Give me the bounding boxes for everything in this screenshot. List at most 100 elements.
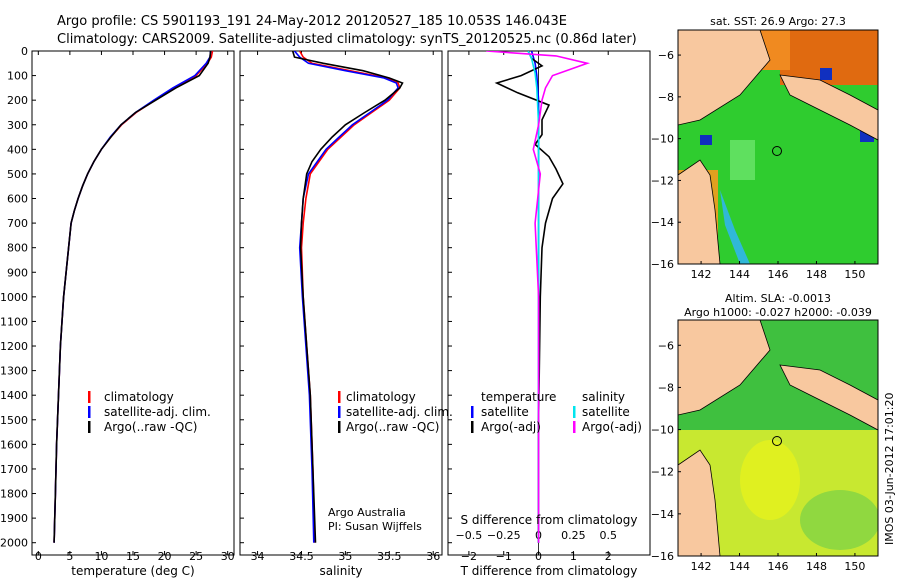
legend-swatch-climatology (338, 391, 341, 403)
legend-label-argo: Argo(..raw -QC) (346, 420, 439, 434)
depth-tick-label: 1300 (0, 365, 28, 378)
x-tick-label: 0 (535, 550, 542, 563)
legend-swatch-argo (338, 421, 341, 433)
depth-tick-label: 1000 (0, 291, 28, 304)
salinity-legend: climatology satellite-adj. clim. Argo(..… (328, 390, 453, 533)
legend-label-temp-argo: Argo(-adj) (481, 420, 541, 434)
depth-tick-label: 200 (7, 94, 28, 107)
depth-tick-label: 600 (7, 193, 28, 206)
x-tick-label: 34 (251, 550, 265, 563)
legend-swatch-sal-argo (573, 421, 576, 433)
sla-land-png-east (779, 364, 878, 431)
legend-label-satellite: satellite-adj. clim. (346, 405, 453, 419)
series-line (53, 51, 212, 543)
map-y-tick-label: −8 (658, 91, 674, 104)
temperature-legend: climatology satellite-adj. clim. Argo(..… (88, 390, 211, 434)
series-line (494, 51, 564, 543)
map-x-tick-label: 142 (691, 268, 712, 281)
legend-swatch-temp-satellite (471, 406, 474, 418)
legend-swatch-sal-satellite (573, 406, 576, 418)
credit-label: IMOS 03-Jun-2012 17:01:20 (883, 392, 896, 545)
depth-tick-label: 900 (7, 266, 28, 279)
sla-map-title: Altim. SLA: -0.0013 (725, 292, 831, 305)
legend-title-temperature: temperature (481, 390, 556, 404)
x-tick-label: 10 (94, 550, 108, 563)
depth-tick-label: 2000 (0, 537, 28, 550)
depth-tick-label: 1500 (0, 414, 28, 427)
map-y-tick-label: −14 (651, 508, 674, 521)
x-tick-label: 34.5 (289, 550, 314, 563)
sla-map-subtitle: Argo h1000: -0.027 h2000: -0.039 (684, 306, 872, 319)
sst-cold-pixel (820, 68, 832, 80)
x-tick-label: 0 (35, 550, 42, 563)
legend-label-satellite: satellite-adj. clim. (104, 405, 211, 419)
depth-axis: 0 100 200 300 400 500 600 700 800 900 1000 1100 1200… (0, 45, 452, 550)
sla-land-png (678, 320, 771, 416)
header-line-2: Climatology: CARS2009. Satellite-adjuste… (57, 32, 637, 47)
salinity-axes-frame (239, 50, 443, 556)
legend-swatch-satellite (88, 406, 91, 418)
map-x-tick-label: 142 (691, 560, 712, 573)
map-x-tick-label: 150 (844, 560, 865, 573)
sst-map (678, 30, 878, 264)
series-line (53, 51, 214, 543)
sla-patch (740, 440, 800, 520)
difference-axes-frame (447, 50, 651, 556)
x-tick-label: −2 (461, 550, 477, 563)
depth-tick-label: 300 (7, 119, 28, 132)
map-y-tick-label: −6 (658, 49, 674, 62)
difference-x-label-t: T difference from climatology (460, 564, 638, 578)
s-tick-label: −0.25 (487, 529, 521, 542)
map-x-tick-label: 146 (768, 560, 789, 573)
map-y-tick-label: −6 (658, 339, 674, 352)
sla-patch (800, 490, 878, 550)
x-tick-label: 15 (126, 550, 140, 563)
sst-reef-channel (720, 190, 750, 264)
series-line (486, 51, 591, 543)
legend-swatch-climatology (88, 391, 91, 403)
sla-map-axes: 142 144 146 148 150 −6 −8 −10 −12 −14 −16 (651, 339, 866, 573)
map-y-tick-label: −14 (651, 216, 674, 229)
temperature-x-axis: 0 5 10 15 20 25 30 (35, 51, 235, 563)
difference-legend: temperature satellite Argo(-adj) salinit… (471, 390, 642, 434)
map-y-tick-label: −10 (651, 133, 674, 146)
depth-tick-label: 700 (7, 217, 28, 230)
series-line (530, 51, 540, 543)
salinity-annotation-line-1: Argo Australia (328, 506, 406, 519)
series-line (291, 51, 404, 543)
header-line-1: Argo profile: CS 5901193_191 24-May-2012… (57, 14, 567, 29)
temperature-profile-lines (53, 51, 214, 543)
map-y-tick-label: −12 (651, 466, 674, 479)
map-y-tick-label: −16 (651, 258, 674, 271)
map-x-tick-label: 148 (806, 268, 827, 281)
salinity-profile-lines (291, 51, 404, 543)
series-line (53, 51, 212, 543)
salinity-x-label: salinity (319, 564, 362, 578)
series-line (299, 51, 401, 543)
s-tick-label: −0.5 (456, 529, 483, 542)
depth-tick-label: 400 (7, 143, 28, 156)
depth-tick-label: 1100 (0, 315, 28, 328)
map-x-tick-label: 144 (729, 268, 750, 281)
legend-label-climatology: climatology (346, 390, 416, 404)
s-tick-label: 0.5 (599, 529, 617, 542)
salinity-x-axis: 34 34.5 35 35.5 36 (251, 51, 440, 563)
map-y-tick-label: −8 (658, 381, 674, 394)
legend-label-temp-satellite: satellite (481, 405, 529, 419)
sst-patch (730, 140, 755, 180)
legend-label-sal-satellite: satellite (582, 405, 630, 419)
map-y-tick-label: −12 (651, 174, 674, 187)
depth-tick-label: 1200 (0, 340, 28, 353)
x-tick-label: −1 (496, 550, 512, 563)
legend-swatch-temp-argo (471, 421, 474, 433)
x-tick-label: 35.5 (377, 550, 402, 563)
depth-tick-label: 500 (7, 168, 28, 181)
temperature-axes-frame (31, 50, 235, 556)
sla-profile-marker (772, 436, 782, 446)
temperature-x-label: temperature (deg C) (71, 564, 194, 578)
depth-tick-label: 1900 (0, 512, 28, 525)
legend-swatch-satellite (338, 406, 341, 418)
map-y-tick-label: −16 (651, 550, 674, 563)
x-tick-label: 1 (570, 550, 577, 563)
